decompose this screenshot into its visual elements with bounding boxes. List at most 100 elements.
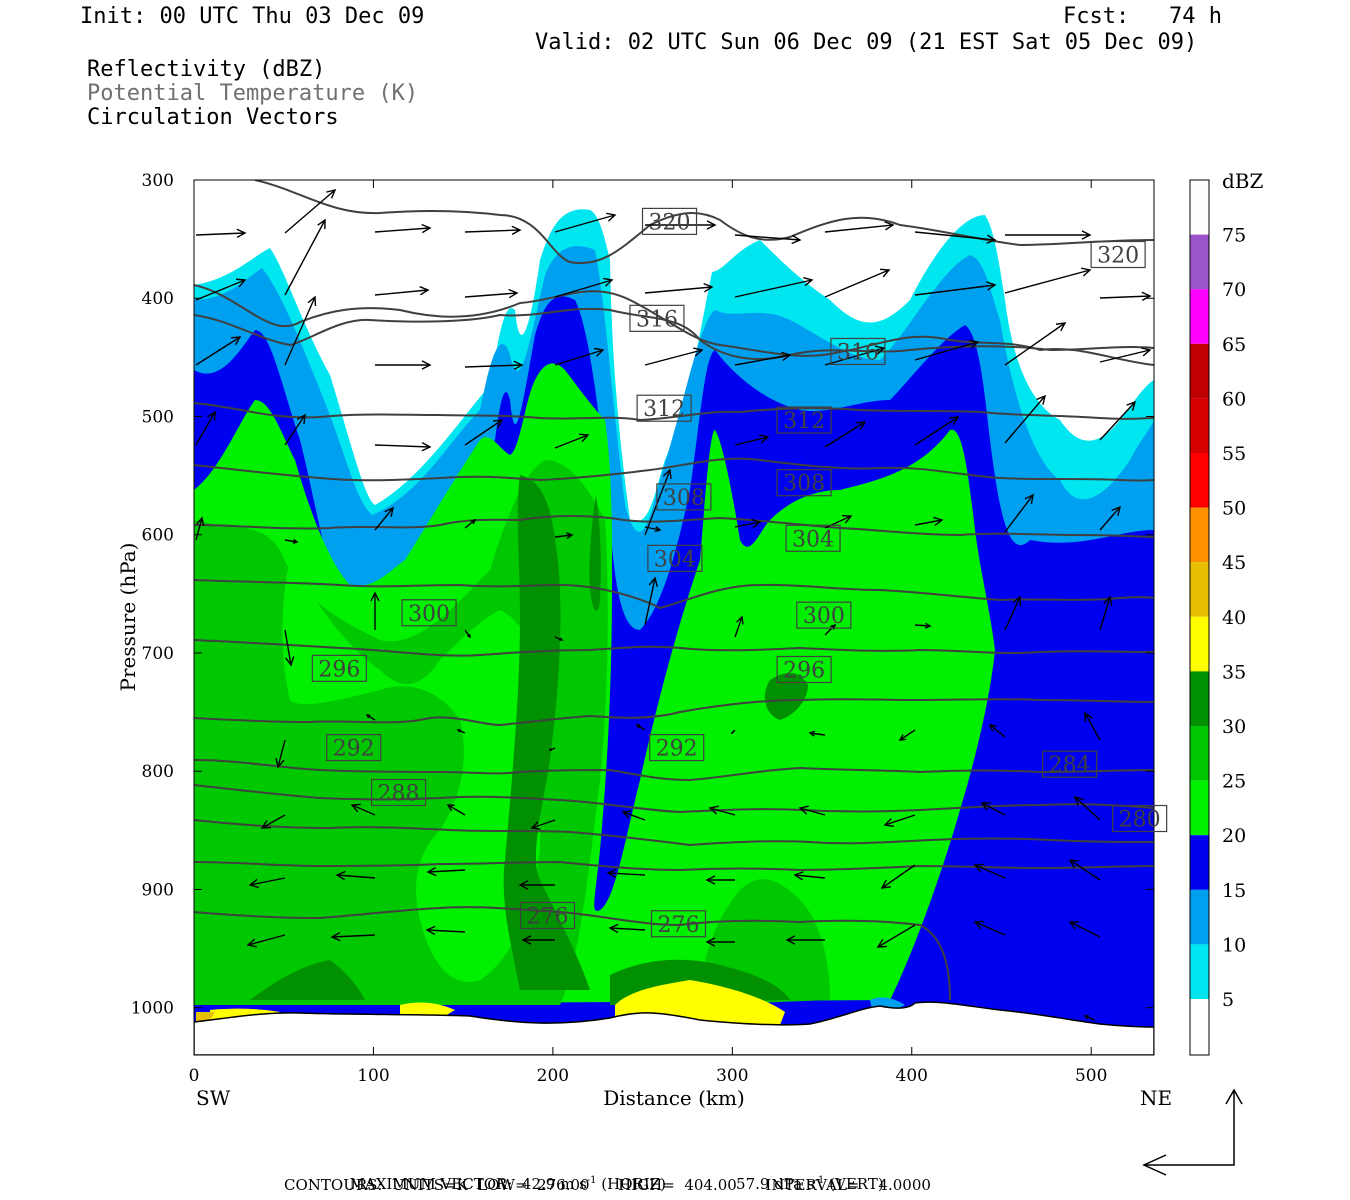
contour-label-value: 296 [783, 659, 825, 684]
contour-note: CONTOURS: UNITS=K LOW= 276.00 HIGH= 404.… [284, 1176, 931, 1194]
vector-shaft [914, 416, 959, 446]
circulation-vector [1073, 795, 1101, 821]
vector-shaft [195, 411, 216, 446]
vector-shaft [824, 224, 894, 233]
vector-head [292, 538, 299, 544]
vector-shaft [734, 521, 761, 528]
contour-label-value: 300 [408, 602, 450, 627]
circulation-vector [335, 870, 376, 881]
vector-head [207, 410, 216, 422]
vector-shaft [331, 934, 376, 938]
colorbar-label: 55 [1222, 443, 1246, 465]
circulation-vector [914, 516, 944, 527]
vector-head [948, 416, 960, 426]
vector-head [798, 805, 809, 815]
vector-shaft [884, 814, 916, 826]
x-tick-label: 300 [716, 1066, 748, 1086]
y-tick-label: 700 [142, 644, 174, 664]
vector-shaft [1099, 401, 1136, 441]
vector-shaft [249, 877, 286, 886]
vector-head [808, 730, 816, 737]
colorbar-swatch [1190, 234, 1209, 290]
vector-shaft [426, 929, 466, 933]
vector-shaft [464, 419, 503, 446]
vector-head [421, 442, 432, 452]
y-tick-label: 800 [142, 762, 174, 782]
vector-shaft [794, 874, 826, 879]
contour-label: 320 [1090, 240, 1146, 268]
vector-head [370, 591, 380, 602]
vector-head [521, 935, 532, 945]
vector-shaft [447, 804, 466, 816]
colorbar-swatch [1190, 999, 1209, 1055]
vector-shaft [1084, 1015, 1096, 1021]
vector-head [421, 223, 432, 234]
contour-label-box [650, 910, 707, 938]
vector-shaft [709, 807, 736, 816]
vector-shaft [622, 811, 646, 821]
x-tick-label: 100 [357, 1066, 389, 1086]
theta-contour [194, 698, 1154, 727]
plot-frame [193, 179, 1155, 1056]
contour-label-box [796, 601, 852, 629]
field-reflectivity: Reflectivity (dBZ) [87, 57, 326, 82]
vector-head [1036, 394, 1046, 405]
circulation-vector [518, 880, 555, 890]
vector-head [621, 810, 632, 819]
circulation-vector [621, 810, 646, 821]
contour-label-value: 312 [643, 397, 685, 422]
vector-head [511, 225, 522, 235]
contour-label: 308 [776, 469, 832, 497]
vector-head [307, 295, 317, 307]
vector-head [736, 615, 744, 625]
colorbar: 75 70 65 60 55 50 45 40 35 30 25 20 15 10 5 [1189, 179, 1246, 1056]
vector-shaft [824, 515, 852, 529]
vector-head [1012, 595, 1022, 607]
circulation-vector [554, 347, 605, 366]
circulation-vector [644, 468, 672, 536]
contour-label-box [629, 304, 685, 332]
colorbar-label: 50 [1222, 498, 1246, 520]
vector-head [603, 277, 614, 287]
circulation-vector [644, 526, 662, 533]
contour-label: 312 [636, 394, 692, 422]
vector-shaft [974, 864, 1006, 879]
contour-labels: 320 320 316 316 312 312 308 308 304 304 300 300 296 2… [311, 207, 1168, 938]
contour-label: 308 [656, 483, 712, 511]
vector-head [751, 518, 762, 529]
vector-shaft [644, 469, 671, 536]
vector-shaft [195, 232, 246, 236]
circulation-vector [374, 506, 394, 531]
vector-shaft [464, 364, 523, 368]
vector-head [705, 937, 716, 947]
circulation-vector [914, 231, 997, 244]
vector-head [986, 234, 997, 244]
x-axis-title: Distance (km) [603, 1086, 745, 1110]
vector-head [1084, 711, 1093, 723]
contour-label-value: 304 [792, 527, 834, 552]
contour-label-box [656, 483, 712, 511]
circulation-vector [785, 935, 825, 945]
vector-shaft [914, 231, 996, 241]
vector-head [1024, 493, 1034, 504]
vector-head [317, 218, 326, 230]
horiz-label: (HORIZ) [596, 1175, 667, 1193]
colorbar-swatch [1190, 289, 1209, 344]
vector-shaft [1099, 349, 1151, 363]
circulation-vector [793, 871, 826, 881]
circulation-vector [530, 819, 556, 830]
reflectivity-region [764, 673, 808, 720]
vector-head [492, 419, 504, 429]
vector-shaft [914, 624, 931, 627]
field-theta: Potential Temperature (K) [87, 81, 419, 106]
vector-head [693, 347, 704, 357]
circulation-vector [554, 433, 590, 449]
contour-label-box [636, 394, 692, 422]
y-tick-label: 1000 [131, 999, 174, 1019]
colorbar-swatch [1190, 780, 1209, 836]
vector-shaft [1004, 395, 1046, 444]
vector-shaft [284, 296, 316, 366]
vector-head [635, 724, 641, 729]
forecast-hour: Fcst: 74 h [1063, 4, 1222, 29]
circulation-vector [370, 591, 380, 630]
